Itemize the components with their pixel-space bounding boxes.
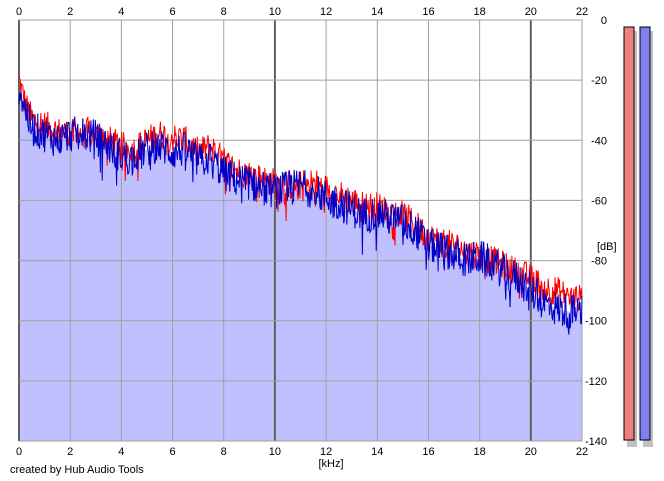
x-tick-label: 20: [525, 6, 537, 18]
x-tick-label: 16: [422, 446, 434, 458]
x-tick-label: 18: [474, 446, 486, 458]
x-tick-label: 4: [118, 446, 124, 458]
y-tick-label: -140: [585, 436, 607, 448]
spectrum-area: [19, 86, 582, 442]
x-tick-label: 14: [371, 446, 383, 458]
x-tick-label: 10: [269, 6, 281, 18]
level-meters: [623, 26, 653, 447]
series-layer: [18, 75, 583, 335]
x-tick-label: 6: [169, 6, 175, 18]
series-line-blue: [18, 92, 583, 335]
x-tick-label: 2: [67, 446, 73, 458]
x-tick-label: 18: [474, 6, 486, 18]
x-tick-label: 0: [16, 6, 22, 18]
x-tick-label: 20: [525, 446, 537, 458]
y-axis-label: [dB]: [597, 241, 617, 253]
x-tick-label: 4: [118, 6, 124, 18]
grid-layer: [18, 19, 583, 442]
spectrum-area-layer: [19, 86, 582, 442]
y-tick-label: -20: [591, 75, 607, 87]
credit-text: created by Hub Audio Tools: [10, 464, 144, 476]
y-tick-label: 0: [601, 15, 607, 27]
x-tick-label: 22: [576, 446, 588, 458]
x-tick-label: 12: [320, 6, 332, 18]
level-meter-left: [623, 26, 635, 441]
y-tick-label: -100: [585, 316, 607, 328]
x-axis-label: [kHz]: [318, 458, 343, 470]
y-tick-label: -60: [591, 195, 607, 207]
x-tick-label: 2: [67, 6, 73, 18]
x-tick-labels-top: 0 2 4 6 8 10 12 14 16 18 20 22: [16, 6, 588, 18]
level-meter-right: [639, 26, 651, 441]
x-tick-label: 6: [169, 446, 175, 458]
x-tick-label: 8: [221, 6, 227, 18]
x-tick-label: 12: [320, 446, 332, 458]
x-tick-label: 8: [221, 446, 227, 458]
y-tick-labels: 0 -20 -40 -60 -80 -100 -120 -140: [585, 15, 607, 448]
x-tick-label: 10: [269, 446, 281, 458]
x-tick-label: 22: [576, 6, 588, 18]
y-tick-label: -120: [585, 376, 607, 388]
x-tick-label: 16: [422, 6, 434, 18]
x-tick-label: 14: [371, 6, 383, 18]
y-tick-label: -80: [591, 256, 607, 268]
x-tick-labels-bottom: 0 2 4 6 8 10 12 14 16 18 20 22: [16, 446, 588, 458]
y-tick-label: -40: [591, 135, 607, 147]
x-tick-label: 0: [16, 446, 22, 458]
